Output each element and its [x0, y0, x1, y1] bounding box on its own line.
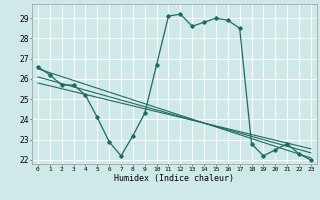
X-axis label: Humidex (Indice chaleur): Humidex (Indice chaleur): [115, 174, 234, 183]
